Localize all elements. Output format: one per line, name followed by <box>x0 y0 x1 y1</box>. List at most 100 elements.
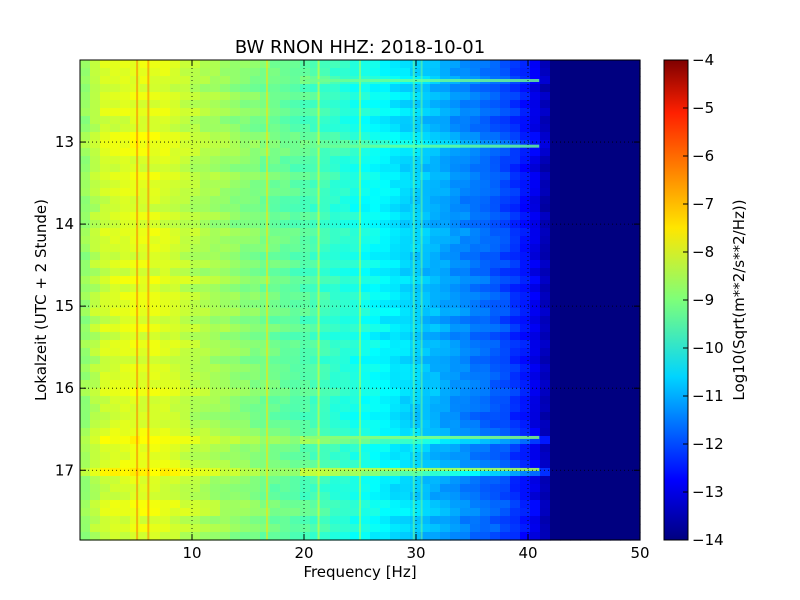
heatmap-cell <box>240 388 251 397</box>
heatmap-cell <box>480 492 491 501</box>
heatmap-cell <box>90 428 101 437</box>
heatmap-cell <box>410 500 421 509</box>
heatmap-cell <box>270 276 281 285</box>
heatmap-cell <box>160 276 171 285</box>
heatmap-cell <box>370 164 381 173</box>
heatmap-cell <box>370 420 381 429</box>
heatmap-cell <box>490 124 501 133</box>
heatmap-cell <box>290 468 301 477</box>
heatmap-cell <box>590 140 601 149</box>
heatmap-cell <box>550 236 561 245</box>
heatmap-cell <box>330 436 341 445</box>
heatmap-cell <box>180 404 191 413</box>
heatmap-cell <box>420 484 431 493</box>
heatmap-cell <box>520 172 531 181</box>
heatmap-cell <box>260 420 271 429</box>
heatmap-cell <box>520 300 531 309</box>
heatmap-cell <box>360 436 371 445</box>
heatmap-cell <box>330 68 341 77</box>
heatmap-cell <box>550 340 561 349</box>
heatmap-cell <box>90 372 101 381</box>
heatmap-cell <box>420 92 431 101</box>
heatmap-cell <box>360 108 371 117</box>
heatmap-cell <box>80 516 91 525</box>
heatmap-cell <box>620 148 631 157</box>
heatmap-cell <box>80 444 91 453</box>
heatmap-cell <box>320 172 331 181</box>
heatmap-cell <box>130 156 141 165</box>
heatmap-cell <box>420 356 431 365</box>
heatmap-cell <box>150 284 161 293</box>
heatmap-cell <box>400 204 411 213</box>
heatmap-cell <box>590 388 601 397</box>
heatmap-cell <box>370 148 381 157</box>
heatmap-cell <box>270 500 281 509</box>
heatmap-cell <box>260 452 271 461</box>
heatmap-cell <box>540 68 551 77</box>
heatmap-cell <box>400 188 411 197</box>
heatmap-cell <box>120 332 131 341</box>
heatmap-cell <box>350 124 361 133</box>
heatmap-cell <box>110 132 121 141</box>
heatmap-cell <box>530 316 541 325</box>
heatmap-cell <box>470 460 481 469</box>
heatmap-cell <box>220 212 231 221</box>
heatmap-cell <box>510 196 521 205</box>
heatmap-cell <box>280 420 291 429</box>
heatmap-cell <box>150 412 161 421</box>
heatmap-cell <box>290 236 301 245</box>
heatmap-cell <box>490 412 501 421</box>
heatmap-cell <box>250 220 261 229</box>
heatmap-cell <box>130 292 141 301</box>
heatmap-cell <box>280 340 291 349</box>
heatmap-cell <box>380 180 391 189</box>
heatmap-cell <box>250 404 261 413</box>
heatmap-cell <box>590 436 601 445</box>
heatmap-cell <box>210 108 221 117</box>
colorbar-tick-label: −9 <box>692 291 714 309</box>
heatmap-cell <box>310 236 321 245</box>
heatmap-cell <box>550 404 561 413</box>
heatmap-cell <box>630 140 641 149</box>
heatmap-cell <box>80 420 91 429</box>
heatmap-cell <box>130 140 141 149</box>
heatmap-cell <box>340 244 351 253</box>
heatmap-cell <box>260 180 271 189</box>
heatmap-cell <box>540 460 551 469</box>
heatmap-cell <box>560 324 571 333</box>
heatmap-cell <box>300 428 311 437</box>
heatmap-cell <box>490 420 501 429</box>
heatmap-cell <box>260 204 271 213</box>
heatmap-cell <box>570 340 581 349</box>
heatmap-cell <box>340 308 351 317</box>
heatmap-cell <box>120 124 131 133</box>
heatmap-cell <box>300 100 311 109</box>
heatmap-cell <box>110 212 121 221</box>
heatmap-cell <box>620 132 631 141</box>
heatmap-cell <box>290 276 301 285</box>
heatmap-cell <box>90 276 101 285</box>
heatmap-cell <box>330 284 341 293</box>
heatmap-cell <box>300 524 311 533</box>
heatmap-cell <box>540 148 551 157</box>
heatmap-cell <box>620 532 631 541</box>
heatmap-cell <box>390 420 401 429</box>
heatmap-cell <box>280 220 291 229</box>
heatmap-cell <box>140 156 151 165</box>
heatmap-cell <box>250 276 261 285</box>
heatmap-cell <box>580 252 591 261</box>
colorbar: −4−5−6−7−8−9−10−11−12−13−14 <box>663 51 724 549</box>
grid-lines <box>80 60 640 540</box>
heatmap-cell <box>390 124 401 133</box>
heatmap-cell <box>270 228 281 237</box>
heatmap-cell <box>250 372 261 381</box>
heatmap-cell <box>450 316 461 325</box>
heatmap-cell <box>500 476 511 485</box>
heatmap-cell <box>330 292 341 301</box>
heatmap-cell <box>280 260 291 269</box>
heatmap-cell <box>480 236 491 245</box>
heatmap-cell <box>510 156 521 165</box>
heatmap-cell <box>320 180 331 189</box>
heatmap-cell <box>410 484 421 493</box>
heatmap-cell <box>420 228 431 237</box>
